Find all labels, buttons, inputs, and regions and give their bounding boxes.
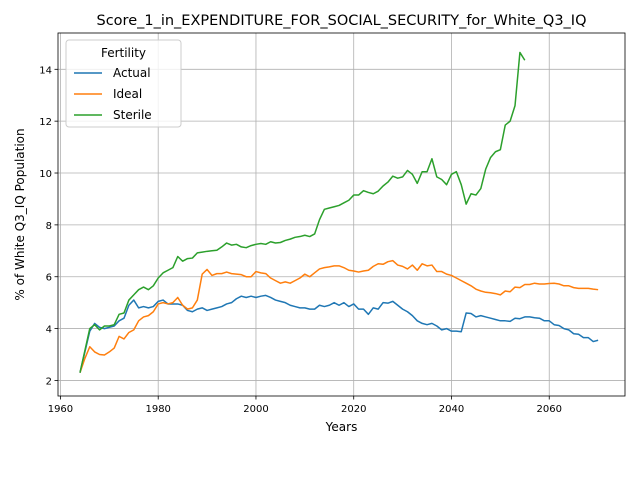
x-tick-label: 1960	[48, 404, 73, 415]
x-tick-label: 2060	[537, 404, 562, 415]
chart-title: Score_1_in_EXPENDITURE_FOR_SOCIAL_SECURI…	[97, 13, 587, 29]
y-tick-label: 4	[46, 325, 52, 336]
legend-box	[65, 39, 182, 128]
legend-items: Actual Ideal Sterile	[74, 66, 152, 122]
legend-label-sterile: Sterile	[113, 108, 152, 122]
legend-title: Fertility	[101, 46, 146, 60]
y-tick-label: 14	[39, 65, 52, 76]
y-tick-label: 8	[46, 221, 52, 232]
y-axis-label: % of White Q3_IQ Population	[13, 128, 27, 300]
y-tick-label: 12	[39, 117, 52, 128]
series-line-sterile	[79, 51, 526, 373]
grid-lines	[58, 33, 625, 396]
y-tick-label: 2	[46, 376, 52, 387]
x-tick-label: 1980	[145, 404, 170, 415]
x-axis-ticks: 1960 1980 2000 2020 2040 2060	[48, 396, 562, 415]
y-tick-label: 10	[39, 169, 52, 180]
plot-frame	[57, 32, 626, 397]
legend: Fertility Actual Ideal Sterile	[65, 39, 182, 128]
y-tick-label: 6	[46, 273, 52, 284]
x-tick-label: 2000	[243, 404, 268, 415]
x-tick-label: 2040	[439, 404, 464, 415]
y-axis-ticks: 2 4 6 8 10 12 14	[39, 65, 58, 387]
legend-label-actual: Actual	[113, 66, 151, 80]
x-tick-label: 2020	[341, 404, 366, 415]
legend-label-ideal: Ideal	[113, 87, 142, 101]
series-line-ideal	[79, 259, 599, 373]
x-axis-label: Years	[325, 420, 358, 434]
series-lines	[79, 51, 599, 373]
